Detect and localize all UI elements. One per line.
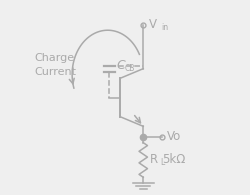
Text: in: in xyxy=(161,23,168,32)
Text: 5kΩ: 5kΩ xyxy=(162,153,186,167)
Text: Vo: Vo xyxy=(167,130,182,143)
Text: Charge
Current: Charge Current xyxy=(35,53,77,77)
Text: V: V xyxy=(149,18,157,31)
Text: C: C xyxy=(117,59,126,72)
Text: CB: CB xyxy=(125,64,135,73)
Text: L: L xyxy=(160,158,164,167)
Text: R: R xyxy=(150,153,158,167)
